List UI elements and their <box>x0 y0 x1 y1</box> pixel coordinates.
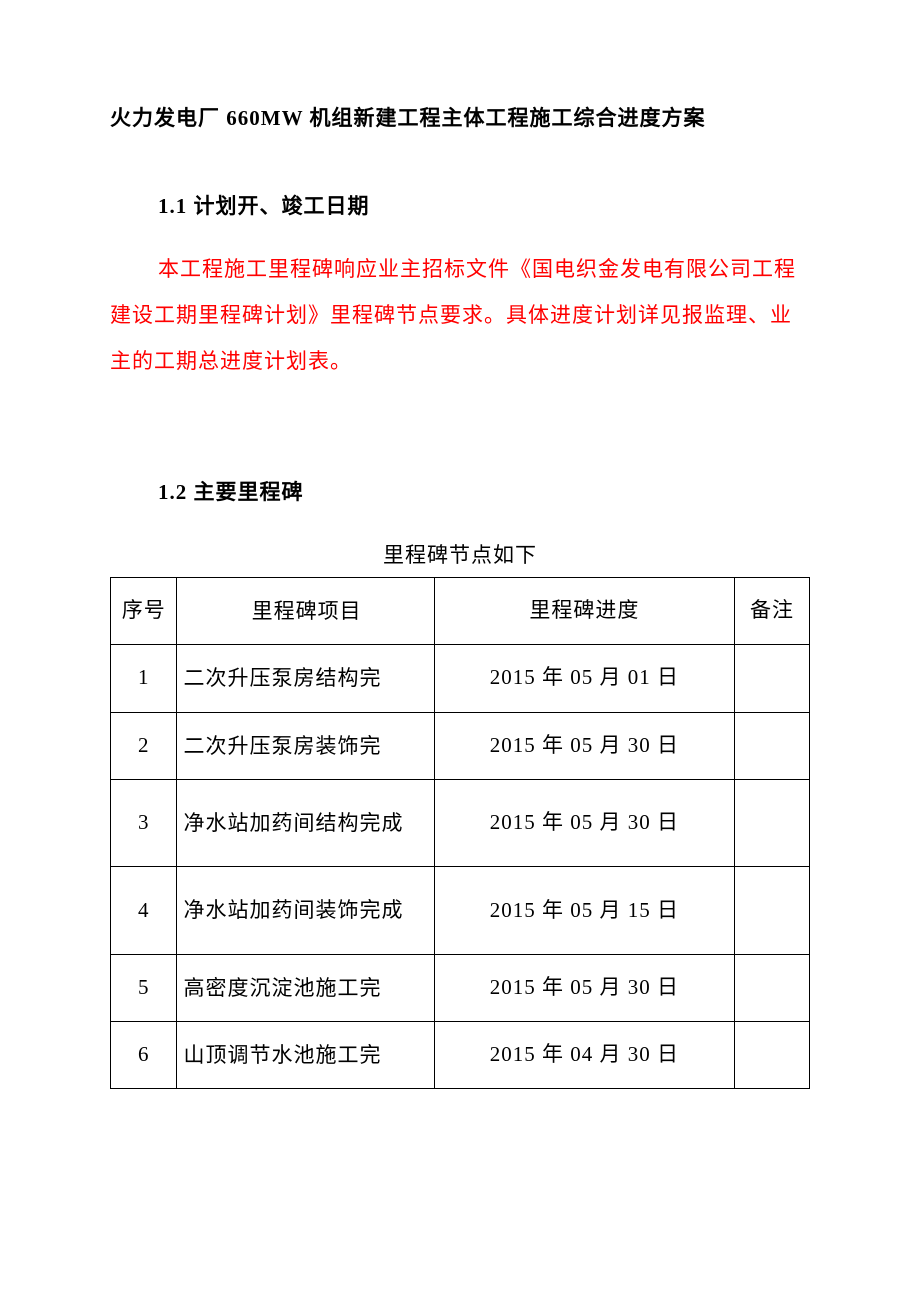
table-row: 4 净水站加药间装饰完成 2015 年 05 月 15 日 <box>111 867 810 954</box>
cell-seq: 2 <box>111 712 177 779</box>
cell-remark <box>734 1022 809 1089</box>
cell-progress: 2015 年 04 月 30 日 <box>434 1022 734 1089</box>
cell-remark <box>734 712 809 779</box>
cell-progress: 2015 年 05 月 01 日 <box>434 645 734 712</box>
cell-remark <box>734 954 809 1021</box>
cell-progress: 2015 年 05 月 30 日 <box>434 779 734 866</box>
cell-item: 净水站加药间结构完成 <box>177 779 434 866</box>
column-header-item: 里程碑项目 <box>177 577 434 644</box>
cell-seq: 3 <box>111 779 177 866</box>
cell-item: 高密度沉淀池施工完 <box>177 954 434 1021</box>
table-row: 5 高密度沉淀池施工完 2015 年 05 月 30 日 <box>111 954 810 1021</box>
table-header-row: 序号 里程碑项目 里程碑进度 备注 <box>111 577 810 644</box>
cell-remark <box>734 645 809 712</box>
column-header-progress: 里程碑进度 <box>434 577 734 644</box>
cell-item: 山顶调节水池施工完 <box>177 1022 434 1089</box>
section-1-heading: 1.1 计划开、竣工日期 <box>158 188 810 226</box>
cell-seq: 5 <box>111 954 177 1021</box>
cell-seq: 1 <box>111 645 177 712</box>
table-row: 2 二次升压泵房装饰完 2015 年 05 月 30 日 <box>111 712 810 779</box>
cell-item: 净水站加药间装饰完成 <box>177 867 434 954</box>
cell-progress: 2015 年 05 月 30 日 <box>434 954 734 1021</box>
cell-progress: 2015 年 05 月 15 日 <box>434 867 734 954</box>
cell-progress: 2015 年 05 月 30 日 <box>434 712 734 779</box>
section-2-heading: 1.2 主要里程碑 <box>158 474 810 512</box>
section-1-paragraph: 本工程施工里程碑响应业主招标文件《国电织金发电有限公司工程建设工期里程碑计划》里… <box>110 246 810 385</box>
column-header-seq: 序号 <box>111 577 177 644</box>
column-header-remark: 备注 <box>734 577 809 644</box>
cell-item: 二次升压泵房装饰完 <box>177 712 434 779</box>
cell-remark <box>734 867 809 954</box>
table-row: 6 山顶调节水池施工完 2015 年 04 月 30 日 <box>111 1022 810 1089</box>
milestone-table: 序号 里程碑项目 里程碑进度 备注 1 二次升压泵房结构完 2015 年 05 … <box>110 577 810 1090</box>
document-title: 火力发电厂 660MW 机组新建工程主体工程施工综合进度方案 <box>110 100 810 138</box>
cell-item: 二次升压泵房结构完 <box>177 645 434 712</box>
cell-remark <box>734 779 809 866</box>
table-row: 1 二次升压泵房结构完 2015 年 05 月 01 日 <box>111 645 810 712</box>
table-row: 3 净水站加药间结构完成 2015 年 05 月 30 日 <box>111 779 810 866</box>
cell-seq: 4 <box>111 867 177 954</box>
cell-seq: 6 <box>111 1022 177 1089</box>
table-caption: 里程碑节点如下 <box>110 537 810 575</box>
